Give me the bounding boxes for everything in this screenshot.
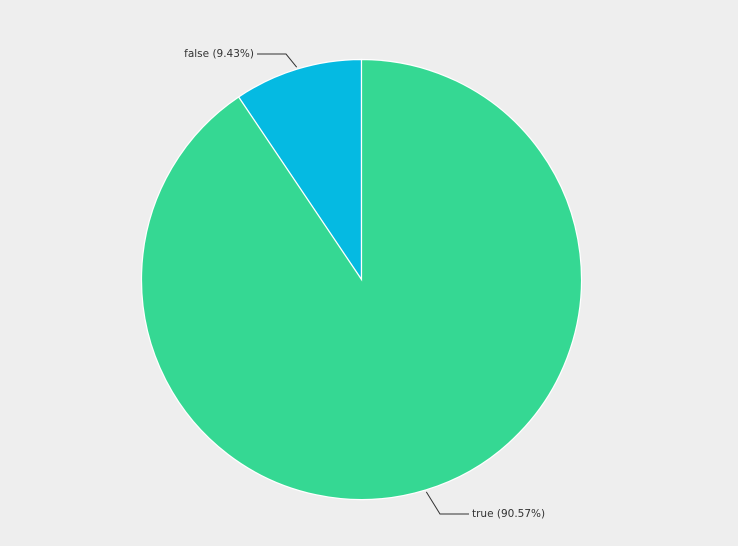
slices-layer [140, 58, 583, 501]
slice-label-true: true (90.57%) [472, 508, 545, 520]
leader-line-false [257, 53, 298, 68]
slice-label-false: false (9.43%) [184, 48, 254, 60]
labels-layer: false (9.43%) true (90.57%) [184, 48, 545, 520]
pie-slice-false[interactable] [237, 58, 363, 282]
leader-line-true [425, 491, 469, 515]
pie-slice-true[interactable] [140, 58, 583, 501]
